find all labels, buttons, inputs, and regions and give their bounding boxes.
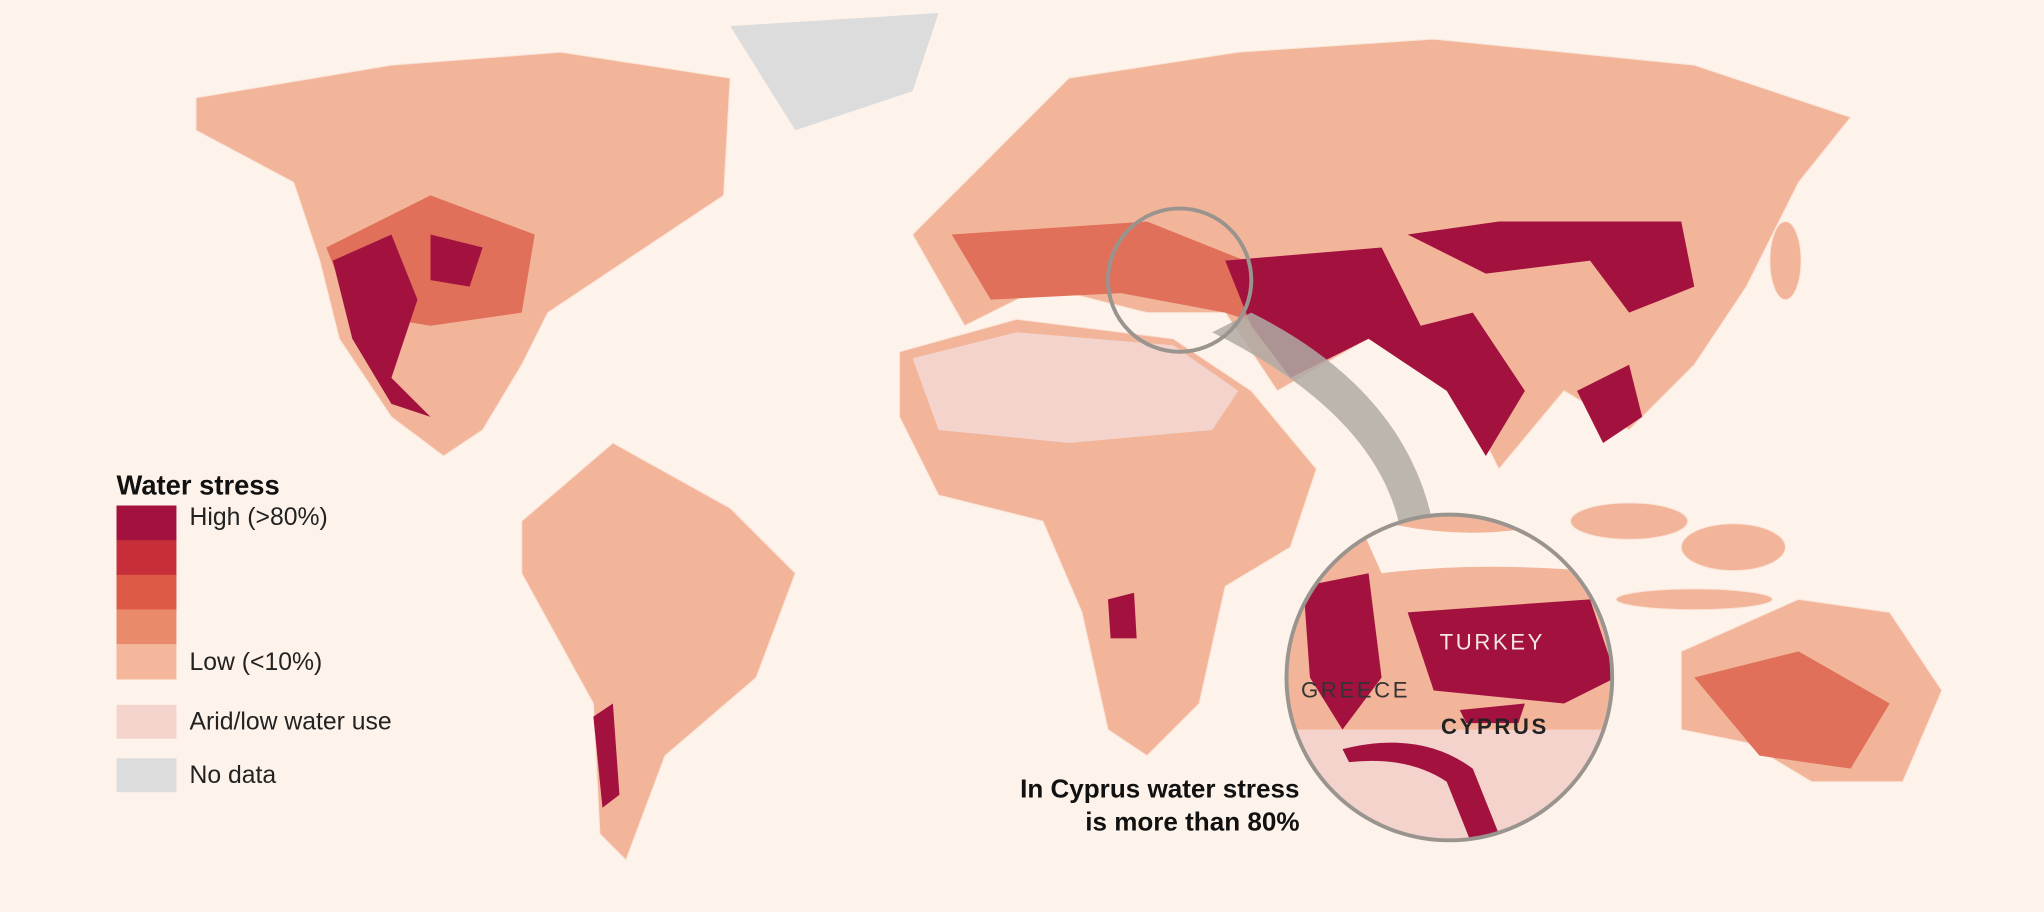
legend-swatch — [116, 609, 177, 645]
legend-swatch — [116, 704, 177, 739]
legend-label: High (>80%) — [189, 504, 327, 531]
legend-label: No data — [189, 762, 276, 789]
annotation: In Cyprus water stress — [1020, 774, 1299, 804]
high-stress-areas — [326, 195, 1890, 808]
map-label: TURKEY — [1440, 629, 1545, 654]
zoom-inset — [1287, 515, 1611, 840]
legend-swatch — [116, 505, 177, 541]
zoom-source-circle — [1106, 206, 1254, 354]
legend-swatch — [116, 540, 177, 576]
legend: Water stress High (>80%) Low (<10%) Arid/l… — [116, 470, 392, 793]
legend-title: Water stress — [117, 470, 280, 501]
legend-swatch — [116, 758, 177, 793]
legend-label: Arid/low water use — [189, 709, 391, 736]
legend-label: Low (<10%) — [189, 649, 322, 676]
zoom-circle — [1284, 512, 1615, 843]
annotation: is more than 80% — [1085, 806, 1299, 836]
map-label: GREECE — [1301, 678, 1410, 703]
legend-swatch — [116, 644, 177, 680]
zoom-connector — [1212, 312, 1434, 535]
legend-swatch — [116, 574, 177, 611]
map-label: CYPRUS — [1441, 714, 1549, 739]
